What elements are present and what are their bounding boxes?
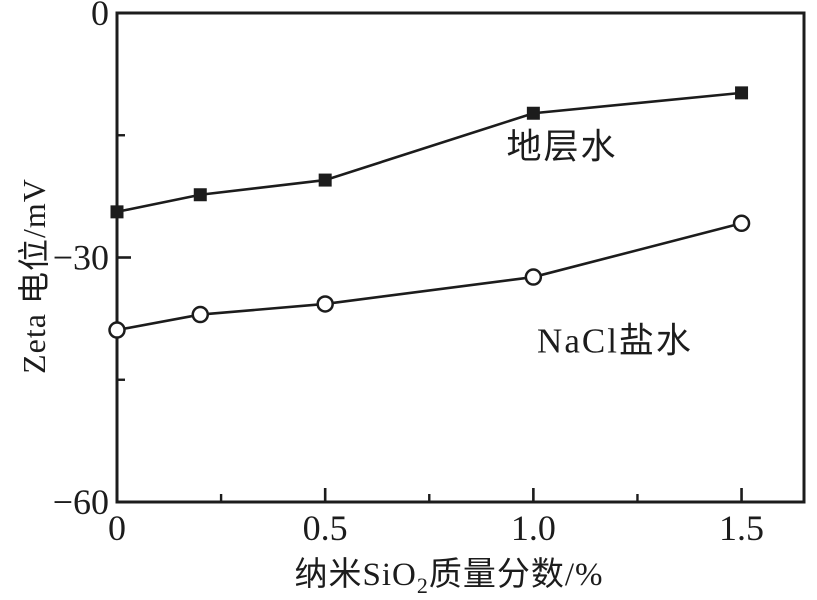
y-tick-label: −30 [53,238,109,278]
y-axis-title-text: Zeta 电位/mV [16,178,52,374]
x-axis-title: 纳米SiO2质量分数/% [294,547,603,599]
plot-frame [115,11,806,504]
series-label-formation-water: 地层水 [506,127,618,167]
y-tick-label: 0 [91,0,109,33]
series-line-formation-water [116,91,742,214]
data-marker-circle-nacl-brine [316,295,334,313]
x-axis-title-prefix: 纳米SiO [294,557,417,594]
data-marker-square-formation-water [526,106,540,120]
data-marker-square-formation-water [318,173,332,187]
x-axis-title-subscript: 2 [416,572,429,598]
data-marker-circle-nacl-brine [108,321,126,339]
data-marker-circle-nacl-brine [732,214,751,233]
x-tick-label: 0 [108,508,126,548]
y-axis-title: Zeta 电位/mV [9,178,55,374]
x-axis-title-suffix: 质量分数/% [428,557,604,594]
data-marker-square-formation-water [735,86,749,100]
y-tick-label: −60 [53,482,109,522]
data-marker-square-formation-water [193,188,207,202]
x-tick-label: 1.5 [719,508,764,548]
data-marker-circle-nacl-brine [524,268,543,286]
x-tick-label: 1.0 [511,508,556,548]
series-label-nacl-brine: NaCl盐水 [537,321,693,361]
x-tick-label: 0.5 [303,508,348,548]
data-marker-circle-nacl-brine [191,305,210,324]
data-marker-square-formation-water [110,205,124,219]
